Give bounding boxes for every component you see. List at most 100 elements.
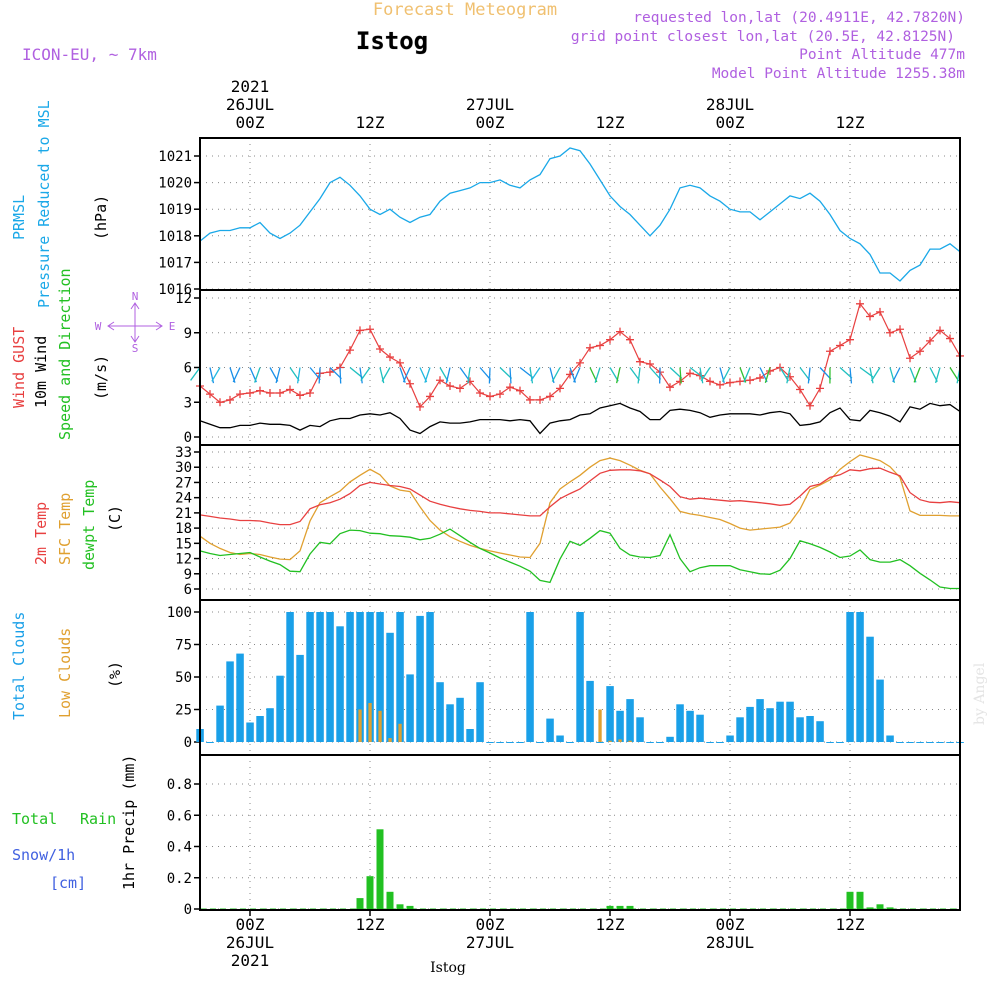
cloud-low-bar xyxy=(388,738,392,742)
bottom-day-label: 27JUL xyxy=(466,933,514,952)
gust-marker xyxy=(216,398,224,407)
gust-marker xyxy=(576,358,584,367)
cloud-total-bar xyxy=(696,714,704,742)
wind-arrow xyxy=(296,367,301,384)
bottom-day-label: 28JUL xyxy=(706,933,754,952)
rain-total-label: Total xyxy=(12,810,57,828)
y-tick-label: 0 xyxy=(184,735,192,751)
cloud-total-bar xyxy=(816,721,824,742)
bottom-hour-label: 12Z xyxy=(596,915,625,934)
cloud-total-bar xyxy=(546,718,554,742)
cloud-total-bar xyxy=(336,626,344,742)
rain-bar xyxy=(376,829,384,909)
wind-arrow xyxy=(360,367,371,381)
top-hour-label: 00Z xyxy=(716,113,745,132)
wind-arrow xyxy=(573,367,581,383)
gust-marker xyxy=(746,376,754,385)
wind-arrow xyxy=(892,367,901,383)
y-tick-label: 24 xyxy=(175,491,192,507)
gust-marker xyxy=(686,369,694,378)
bottom-hour-label: 00Z xyxy=(236,915,265,934)
gust-marker xyxy=(406,379,414,388)
signature: by Angel xyxy=(972,662,988,725)
pressure-label-prmsl: PRMSL xyxy=(10,195,28,240)
gust-marker xyxy=(946,334,954,343)
y-tick-label: 21 xyxy=(175,506,192,522)
wind-arrow xyxy=(190,367,201,381)
bottom-hour-label: 12Z xyxy=(356,915,385,934)
gust-marker xyxy=(616,327,624,336)
pressure-labels: PRMSL Pressure Reduced to MSL (hPa) xyxy=(10,100,110,308)
top-hour-label: 12Z xyxy=(596,113,625,132)
gust-marker xyxy=(496,390,504,399)
wind-arrow xyxy=(211,367,221,382)
compass-south: S xyxy=(132,342,139,355)
compass-rose: N S W E xyxy=(95,290,176,355)
temp-2m-line xyxy=(199,467,961,526)
gust-marker xyxy=(436,376,444,385)
y-tick-label: 27 xyxy=(175,475,192,491)
cloud-low-label: Low Clouds xyxy=(56,628,74,718)
gust-marker xyxy=(556,384,564,393)
cloud-total-bar xyxy=(896,742,904,743)
gust-marker xyxy=(546,392,554,401)
gust-marker xyxy=(256,386,264,395)
cloud-total-bar xyxy=(716,742,724,743)
cloud-total-bar xyxy=(786,701,794,742)
cloud-total-bar xyxy=(906,742,914,743)
y-tick-label: 75 xyxy=(175,638,192,654)
panel-frame xyxy=(199,444,961,601)
cloud-total-bar xyxy=(916,742,924,743)
y-tick-label: 25 xyxy=(175,703,192,719)
bottom-hour-label: 00Z xyxy=(476,915,505,934)
cloud-total-bar xyxy=(616,710,624,742)
gust-marker xyxy=(536,395,544,404)
gust-marker xyxy=(866,312,874,321)
cloud-total-bar xyxy=(876,679,884,742)
wind-arrow xyxy=(402,367,411,383)
wind-arrow xyxy=(254,367,261,383)
gust-marker xyxy=(286,385,294,394)
gust-marker xyxy=(806,401,814,410)
gust-marker xyxy=(586,343,594,352)
y-tick-label: 6 xyxy=(184,582,192,598)
panel-frame xyxy=(199,137,961,291)
gust-marker xyxy=(626,335,634,344)
wind-arrow xyxy=(869,367,874,384)
temp-dew-line xyxy=(199,528,960,590)
gust-marker xyxy=(416,402,424,411)
rain-bar xyxy=(626,905,634,909)
gust-marker xyxy=(306,388,314,397)
compass-north: N xyxy=(132,290,139,303)
cloud-total-bar xyxy=(576,612,584,742)
cloud-total-bar xyxy=(706,742,714,743)
wind-arrow xyxy=(649,367,662,380)
gust-marker xyxy=(846,335,854,344)
cloud-total-bar xyxy=(526,612,534,742)
cloud-total-bar xyxy=(936,742,944,743)
precip-labels: Total Rain Snow/1h [cm] 1hr Precip (mm) xyxy=(12,755,138,892)
wind-arrow xyxy=(700,367,711,382)
rain-bar xyxy=(616,905,624,909)
wind-arrow xyxy=(870,367,881,382)
y-tick-label: 12 xyxy=(175,291,192,307)
wind-arrow xyxy=(615,367,621,384)
wind-arrow xyxy=(232,367,241,383)
gust-marker xyxy=(596,341,604,350)
gust-marker xyxy=(906,354,914,363)
gust-marker xyxy=(206,390,214,399)
wind-arrow xyxy=(786,367,791,384)
y-tick-label: 100 xyxy=(167,605,192,621)
gust-marker xyxy=(786,372,794,381)
rain-bar xyxy=(876,904,884,909)
cloud-total-bar xyxy=(886,735,894,742)
cloud-low-bar xyxy=(618,739,622,742)
wind-10m-line xyxy=(199,402,961,435)
cloud-unit: (%) xyxy=(106,661,124,688)
y-tick-label: 0 xyxy=(184,430,192,446)
cloud-total-bar xyxy=(796,717,804,742)
gust-marker xyxy=(246,388,254,397)
cloud-total-bar xyxy=(556,735,564,742)
wind-arrow xyxy=(764,367,771,384)
